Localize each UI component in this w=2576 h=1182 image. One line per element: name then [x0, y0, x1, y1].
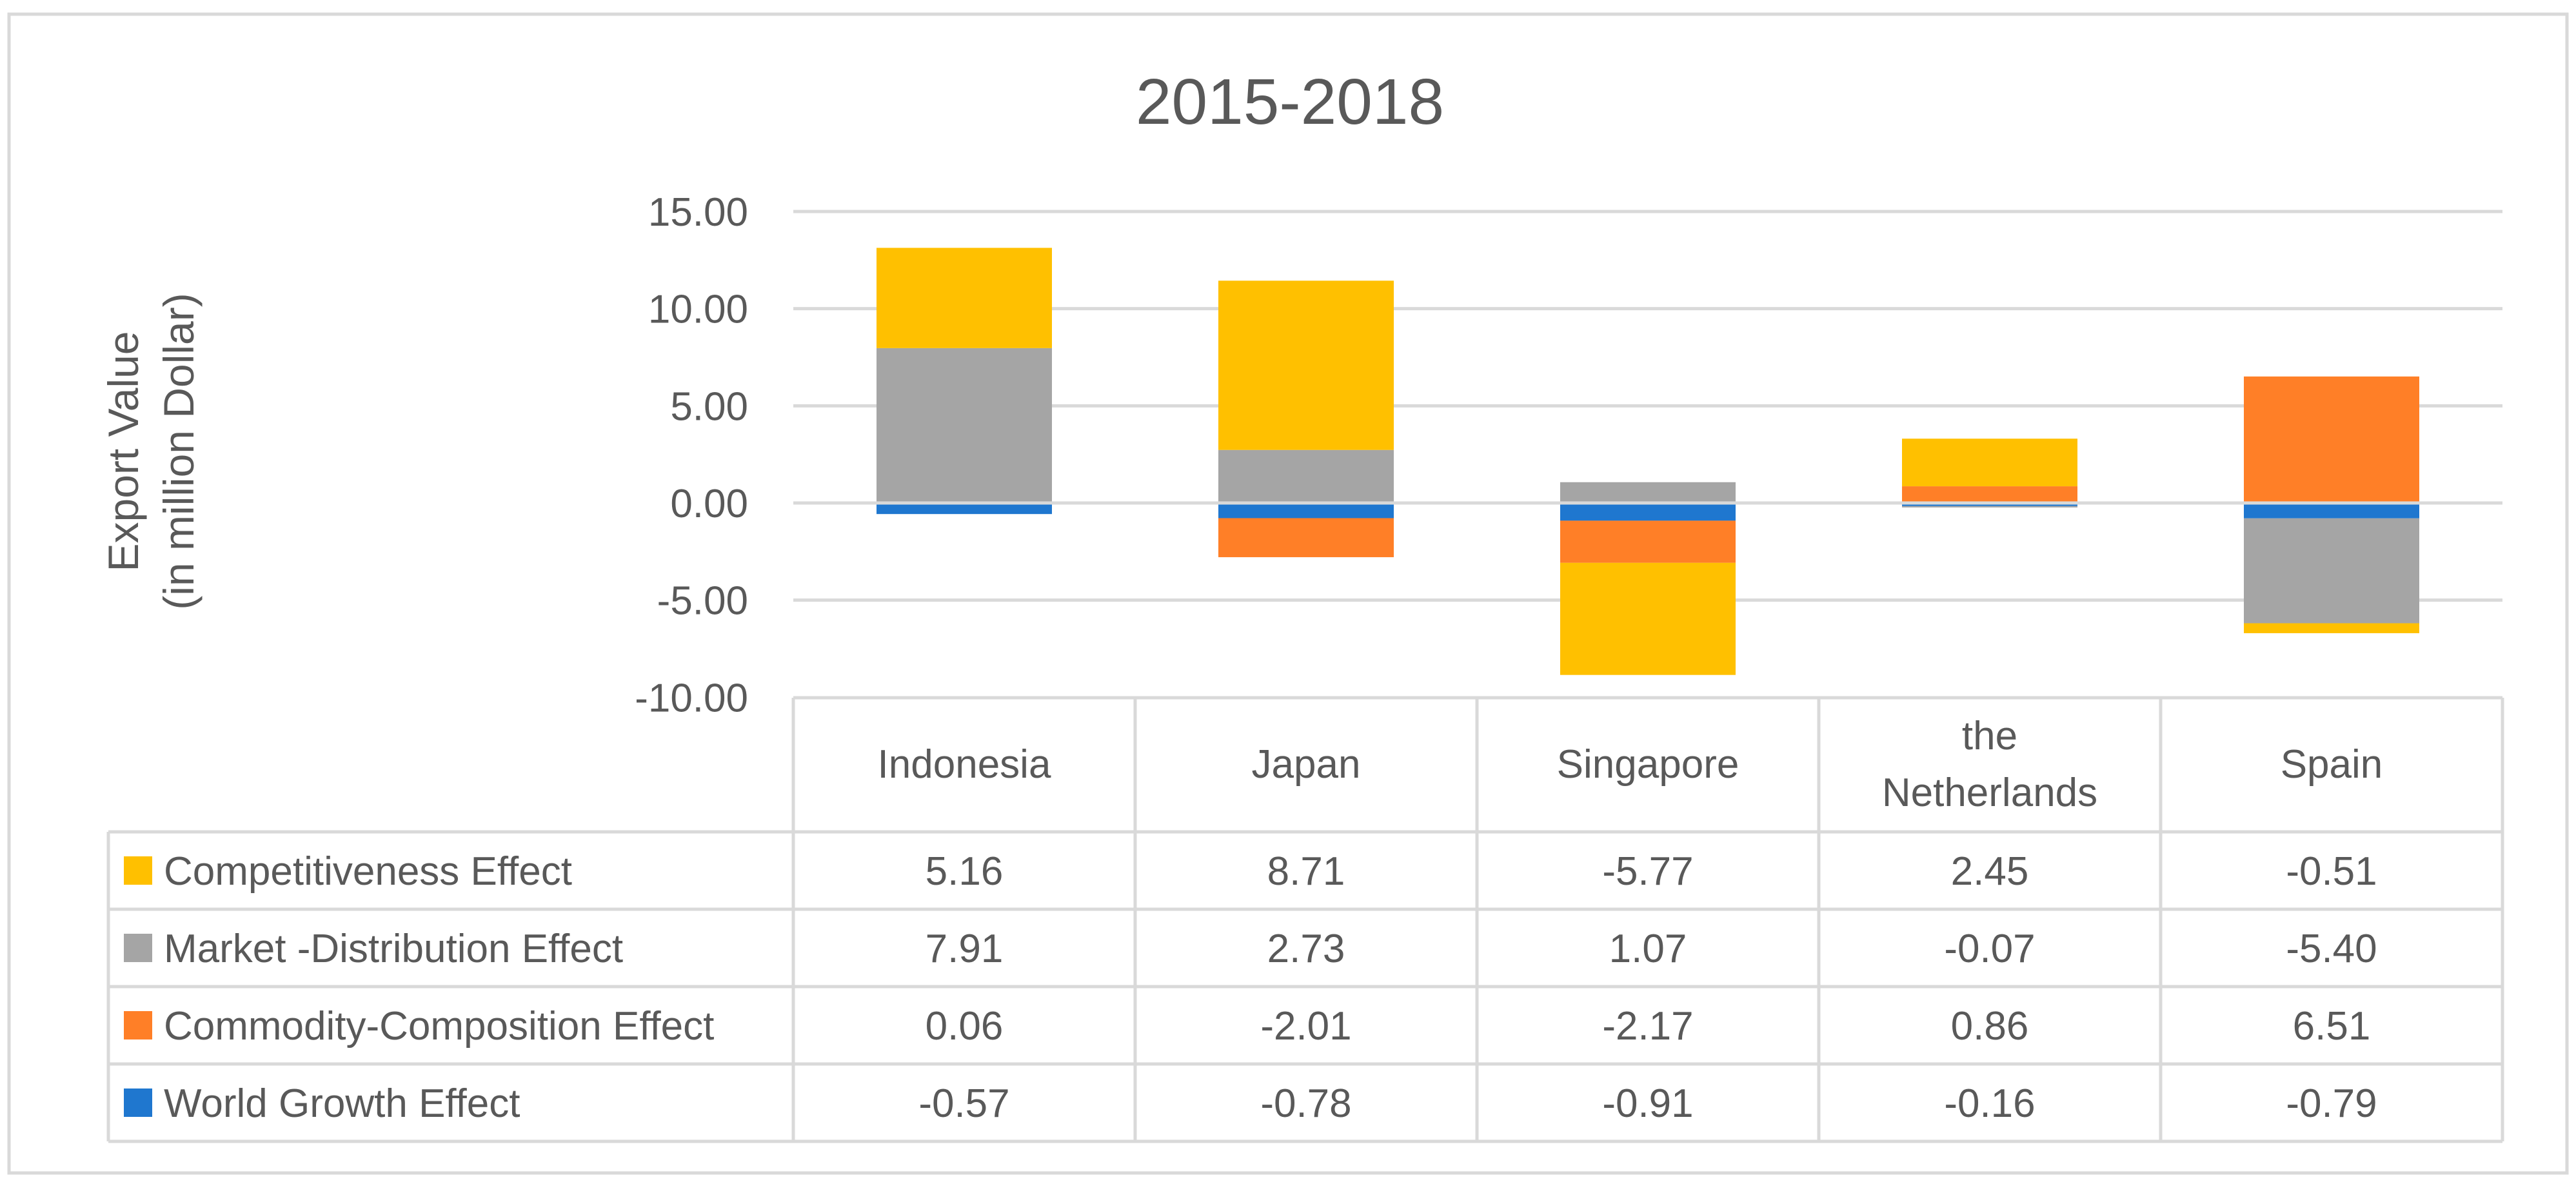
y-axis-label-line: (in million Dollar): [155, 293, 203, 609]
bar-competitiveness-effect-3: [1902, 438, 2077, 487]
bar-competitiveness-effect-2: [1560, 562, 1736, 675]
bar-competitiveness-effect-4: [2244, 623, 2419, 633]
bar-commodity-composition-effect-1: [1218, 518, 1394, 558]
y-tick-label: 0.00: [670, 482, 748, 526]
bar-world-growth-effect-0: [877, 503, 1052, 515]
bar-market-distribution-effect-0: [877, 348, 1052, 502]
table-value: 7.91: [926, 927, 1004, 971]
legend-swatch: [124, 1011, 152, 1039]
table-value: -0.16: [1944, 1081, 2035, 1126]
table-value: -0.07: [1944, 927, 2035, 971]
table-value: 6.51: [2293, 1004, 2371, 1049]
category-label-line: Singapore: [1557, 742, 1739, 787]
legend-swatch: [124, 934, 152, 962]
category-label-line: Japan: [1252, 742, 1361, 787]
y-axis-label-line: Export Value: [99, 331, 147, 572]
y-axis-label: Export Value (in million Dollar): [99, 293, 203, 609]
category-label-line: the: [1962, 714, 2017, 758]
table-value: -5.77: [1602, 849, 1693, 894]
bar-market-distribution-effect-3: [1902, 506, 2077, 507]
table-value: -2.01: [1260, 1004, 1351, 1049]
legend-label: Competitiveness Effect: [164, 849, 572, 894]
legend-label: Commodity-Composition Effect: [164, 1004, 714, 1049]
y-tick-label: -5.00: [657, 579, 748, 624]
bar-commodity-composition-effect-4: [2244, 376, 2419, 503]
legend-swatch: [124, 856, 152, 885]
y-tick-label: 15.00: [648, 190, 748, 235]
y-tick-label: 5.00: [670, 384, 748, 429]
category-label-line: Indonesia: [878, 742, 1051, 787]
bar-market-distribution-effect-2: [1560, 482, 1736, 503]
bar-world-growth-effect-1: [1218, 503, 1394, 518]
legend-swatch: [124, 1088, 152, 1117]
chart-frame: [7, 12, 2569, 1175]
table-value: -0.91: [1602, 1081, 1693, 1126]
y-tick-label: -10.00: [635, 676, 748, 720]
category-label-line: Spain: [2281, 742, 2383, 787]
bar-commodity-composition-effect-2: [1560, 520, 1736, 563]
table-value: 2.45: [1951, 849, 2029, 894]
table-value: -0.51: [2286, 849, 2377, 894]
table-value: -2.17: [1602, 1004, 1693, 1049]
bar-market-distribution-effect-1: [1218, 449, 1394, 503]
category-label: Indonesia: [878, 742, 1051, 787]
category-label-line: Netherlands: [1882, 771, 2097, 815]
table-value: 1.07: [1609, 927, 1687, 971]
table-value: 8.71: [1267, 849, 1345, 894]
table-value: 2.73: [1267, 927, 1345, 971]
category-label: Japan: [1252, 742, 1361, 787]
bar-commodity-composition-effect-3: [1902, 486, 2077, 503]
category-label: Spain: [2281, 742, 2383, 787]
bar-competitiveness-effect-0: [877, 248, 1052, 348]
bar-world-growth-effect-2: [1560, 503, 1736, 521]
table-value: -0.78: [1260, 1081, 1351, 1126]
category-label: Singapore: [1557, 742, 1739, 787]
category-label: the Netherlands: [1882, 714, 2097, 815]
table-value: -0.79: [2286, 1081, 2377, 1126]
bar-market-distribution-effect-4: [2244, 518, 2419, 624]
table-value: 0.06: [926, 1004, 1004, 1049]
legend-label: World Growth Effect: [164, 1081, 520, 1126]
table-value: -0.57: [918, 1081, 1009, 1126]
table-value: 5.16: [926, 849, 1004, 894]
bar-competitiveness-effect-1: [1218, 281, 1394, 450]
y-tick-label: 10.00: [648, 288, 748, 332]
legend-label: Market -Distribution Effect: [164, 927, 623, 971]
table-value: 0.86: [1951, 1004, 2029, 1049]
bar-world-growth-effect-4: [2244, 503, 2419, 518]
chart-title: 2015-2018: [1136, 66, 1444, 138]
table-value: -5.40: [2286, 927, 2377, 971]
